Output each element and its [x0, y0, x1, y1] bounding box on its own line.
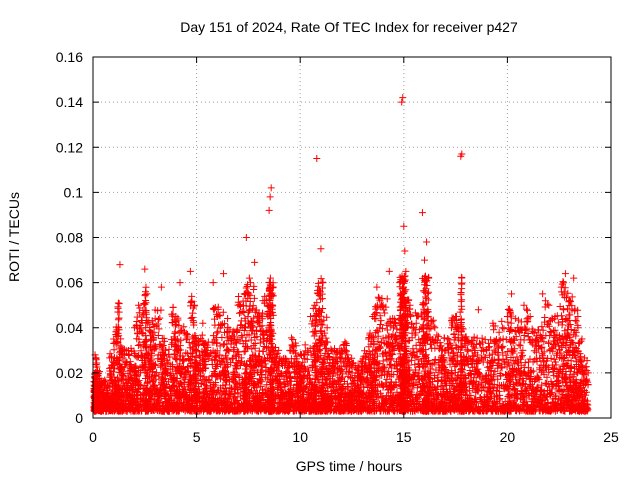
- noise-point: [142, 283, 150, 291]
- noise-point: [198, 331, 206, 339]
- noise-point: [219, 341, 227, 349]
- noise-point: [176, 360, 184, 368]
- noise-point: [171, 328, 179, 336]
- noise-point: [377, 317, 385, 325]
- noise-point: [110, 373, 118, 381]
- noise-point: [161, 374, 169, 382]
- noise-point: [160, 334, 168, 342]
- noise-point: [133, 373, 141, 381]
- noise-point: [115, 314, 123, 322]
- chart-title: Day 151 of 2024, Rate Of TEC Index for r…: [180, 19, 518, 35]
- noise-point: [148, 352, 156, 360]
- noise-point: [176, 369, 184, 377]
- noise-point: [153, 369, 161, 377]
- noise-point: [125, 352, 133, 360]
- noise-point: [120, 372, 128, 380]
- noise-point: [154, 316, 162, 324]
- noise-point: [117, 350, 125, 358]
- noise-point: [251, 340, 259, 348]
- noise-point: [161, 337, 169, 345]
- noise-point: [150, 362, 158, 370]
- noise-point: [372, 309, 380, 317]
- noise-point: [160, 351, 168, 359]
- noise-point: [383, 295, 391, 303]
- noise-point: [110, 346, 118, 354]
- noise-point: [249, 302, 257, 310]
- noise-point: [165, 345, 173, 353]
- noise-point: [235, 309, 243, 317]
- noise-point: [143, 319, 151, 327]
- noise-point: [180, 355, 188, 363]
- noise-point: [117, 342, 125, 350]
- noise-point: [155, 325, 163, 333]
- noise-point: [114, 357, 122, 365]
- noise-point: [224, 315, 232, 323]
- noise-point: [440, 334, 448, 342]
- noise-point: [170, 373, 178, 381]
- noise-point: [173, 374, 181, 382]
- noise-point: [170, 333, 178, 341]
- noise-point: [114, 299, 122, 307]
- noise-point: [142, 342, 150, 350]
- noise-point: [154, 332, 162, 340]
- noise-point: [162, 368, 170, 376]
- noise-point: [104, 381, 112, 389]
- noise-point: [151, 360, 159, 368]
- noise-point: [119, 367, 127, 375]
- noise-point: [152, 344, 160, 352]
- noise-point: [287, 334, 295, 342]
- noise-point: [147, 373, 155, 381]
- noise-point: [152, 375, 160, 383]
- noise-point: [169, 303, 177, 311]
- noise-point: [223, 345, 231, 353]
- noise-point: [250, 282, 258, 290]
- noise-point: [142, 299, 150, 307]
- noise-point: [132, 362, 140, 370]
- noise-point: [137, 347, 145, 355]
- noise-point: [156, 314, 164, 322]
- noise-point: [160, 376, 168, 384]
- noise-point: [174, 316, 182, 324]
- noise-point: [135, 335, 143, 343]
- noise-point: [135, 380, 143, 388]
- noise-point: [159, 341, 167, 349]
- noise-point: [114, 378, 122, 386]
- noise-point: [157, 306, 165, 314]
- noise-point: [259, 347, 267, 355]
- noise-point: [154, 320, 162, 328]
- noise-point: [156, 340, 164, 348]
- noise-point: [115, 300, 123, 308]
- noise-point: [166, 353, 174, 361]
- noise-point: [136, 341, 144, 349]
- noise-point: [317, 327, 325, 335]
- noise-point: [433, 331, 441, 339]
- noise-point: [137, 325, 145, 333]
- noise-point: [189, 309, 197, 317]
- noise-point: [141, 353, 149, 361]
- noise-point: [175, 321, 183, 329]
- noise-point: [145, 318, 153, 326]
- noise-point: [133, 387, 141, 395]
- noise-point: [117, 335, 125, 343]
- noise-point: [169, 382, 177, 390]
- noise-point: [134, 341, 142, 349]
- noise-point: [133, 313, 141, 321]
- noise-point: [157, 386, 165, 394]
- data-points: [90, 94, 592, 415]
- noise-point: [141, 300, 149, 308]
- noise-point: [110, 368, 118, 376]
- grid: [93, 57, 611, 418]
- noise-point: [148, 330, 156, 338]
- noise-point: [115, 326, 123, 334]
- noise-point: [200, 361, 208, 369]
- noise-point: [245, 274, 253, 282]
- noise-point: [172, 355, 180, 363]
- noise-point: [119, 354, 127, 362]
- noise-point: [138, 312, 146, 320]
